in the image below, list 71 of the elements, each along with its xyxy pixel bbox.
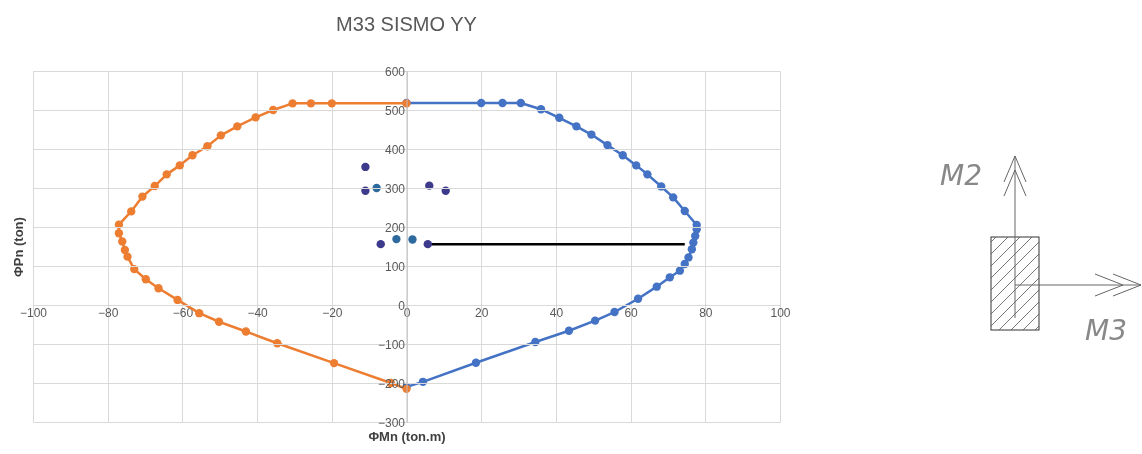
point	[516, 98, 525, 108]
point	[498, 98, 507, 108]
x-tick-label: −100	[19, 305, 48, 320]
y-tick-label: 300	[384, 181, 406, 196]
point	[587, 130, 596, 139]
point	[471, 358, 481, 367]
point	[195, 309, 204, 318]
point	[610, 307, 619, 317]
point	[241, 327, 251, 336]
point	[684, 253, 693, 262]
x-tick-label: −80	[98, 305, 119, 320]
point	[572, 122, 581, 131]
x-tick-label: −40	[247, 305, 269, 320]
point	[680, 206, 689, 216]
x-tick-label: 80	[699, 305, 713, 320]
y-tick-label: −100	[377, 337, 406, 352]
x-tick-label: −20	[322, 305, 343, 320]
x-tick-label: 20	[475, 305, 489, 320]
x-axis-title: ΦMn (ton.m)	[368, 428, 446, 444]
point	[188, 151, 197, 160]
point	[154, 284, 163, 293]
point	[376, 239, 385, 249]
x-tick-label: 100	[770, 305, 791, 320]
y-tick-label: 500	[384, 103, 406, 118]
y-tick-label: 200	[384, 220, 406, 235]
point	[118, 237, 127, 246]
point	[564, 326, 574, 335]
point	[392, 234, 401, 244]
point	[162, 170, 171, 179]
x-tick-label: 60	[624, 305, 639, 320]
point	[477, 98, 486, 108]
point	[123, 252, 132, 261]
x-tick-label: −60	[172, 305, 194, 320]
point	[141, 275, 150, 284]
point	[127, 207, 136, 216]
point	[590, 316, 600, 325]
point	[632, 161, 641, 170]
point	[555, 113, 564, 122]
y-axis-title: ΦPn (ton)	[10, 217, 26, 277]
point	[251, 113, 260, 122]
point	[361, 162, 370, 172]
point	[214, 317, 224, 326]
y-tick-label: 100	[384, 259, 406, 274]
point	[216, 131, 226, 140]
point	[175, 161, 184, 170]
point	[408, 235, 417, 244]
point	[233, 122, 242, 131]
point	[665, 273, 674, 282]
chart-title: M33 SISMO YY	[336, 13, 477, 35]
point	[603, 140, 612, 150]
point	[138, 192, 147, 201]
point	[306, 99, 316, 108]
y-tick-label: 400	[384, 142, 406, 157]
text: M2	[940, 159, 982, 192]
point	[327, 99, 336, 108]
point	[423, 239, 432, 249]
point	[114, 229, 124, 238]
point	[633, 294, 643, 303]
point	[173, 295, 182, 305]
point	[618, 151, 627, 160]
point	[669, 193, 678, 202]
point	[329, 358, 339, 368]
point	[288, 99, 297, 108]
text: M3	[1085, 314, 1127, 347]
x-tick-label: 40	[549, 305, 564, 320]
y-tick-label: −300	[377, 415, 406, 430]
point	[687, 245, 697, 254]
point	[675, 266, 685, 275]
point	[643, 170, 652, 179]
y-tick-label: 600	[384, 64, 406, 79]
point	[652, 282, 661, 291]
